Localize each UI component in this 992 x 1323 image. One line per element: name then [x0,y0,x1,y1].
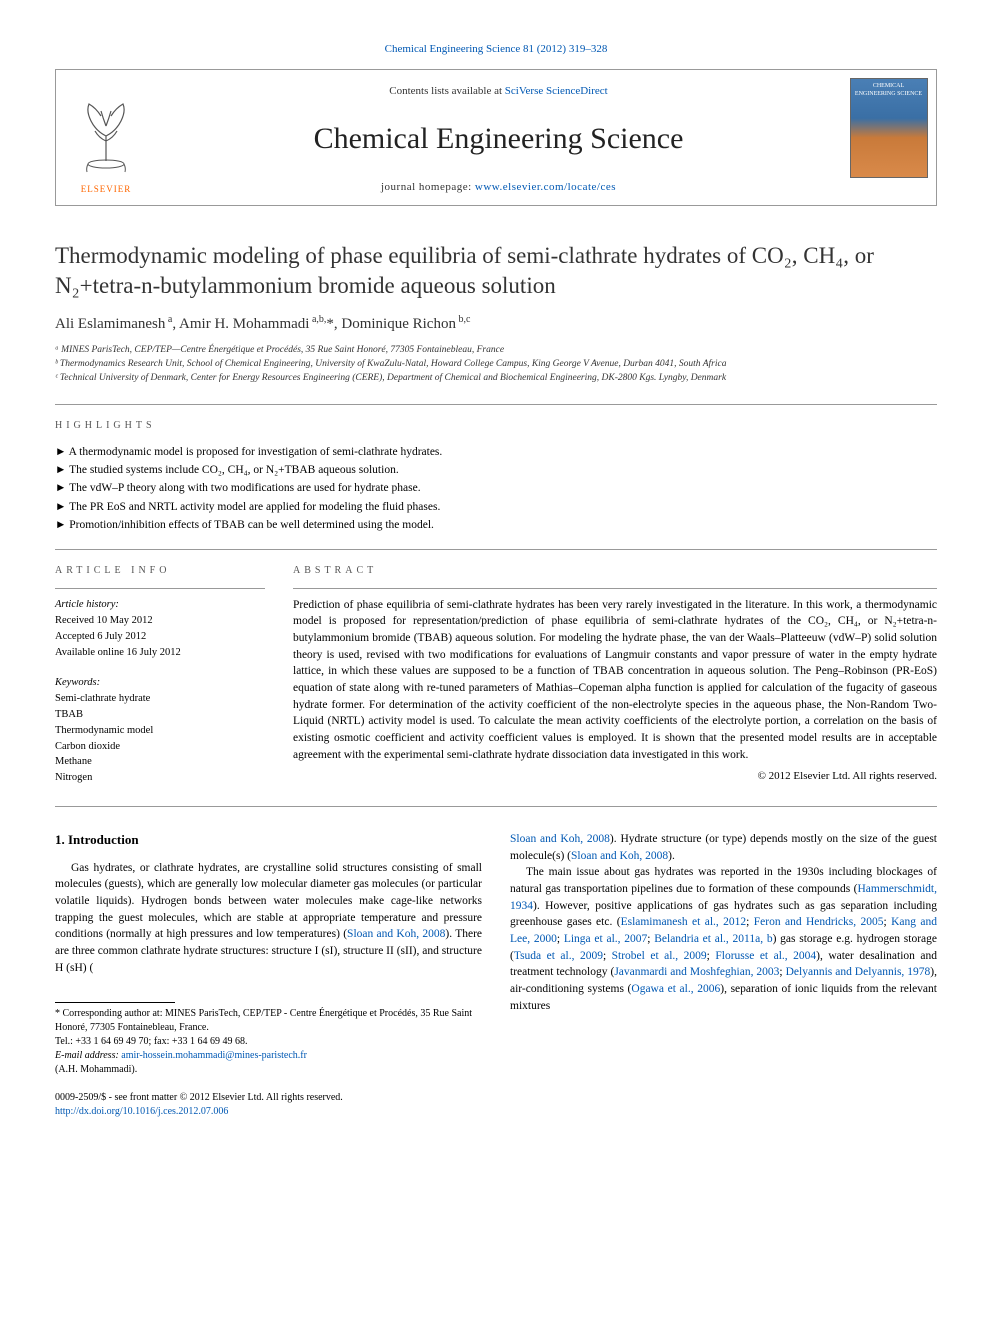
journal-name: Chemical Engineering Science [156,118,841,160]
divider [55,806,937,807]
footnotes: * Corresponding author at: MINES ParisTe… [55,1007,482,1077]
intro-para-2: The main issue about gas hydrates was re… [510,864,937,1014]
highlight-item: A thermodynamic model is proposed for in… [55,443,937,461]
keywords-label: Keywords: [55,675,265,691]
elsevier-tree-icon [71,96,141,176]
divider [55,588,265,589]
issn-line: 0009-2509/$ - see front matter © 2012 El… [55,1091,482,1105]
ref-link[interactable]: Feron and Hendricks, 2005 [754,916,884,928]
article-info-label: ARTICLE INFO [55,564,265,578]
ref-link[interactable]: Belandria et al., 2011a, b [654,933,772,945]
tel-fax: Tel.: +33 1 64 69 49 70; fax: +33 1 64 6… [55,1035,482,1049]
divider [55,404,937,405]
footnote-divider [55,1002,175,1003]
ref-link[interactable]: Florusse et al., 2004 [715,950,816,962]
top-citation-link: Chemical Engineering Science 81 (2012) 3… [55,40,937,57]
keyword: Thermodynamic model [55,723,265,739]
ref-link[interactable]: Tsuda et al., 2009 [514,950,603,962]
corresponding-author: * Corresponding author at: MINES ParisTe… [55,1007,482,1035]
affiliation-b: ᵇ Thermodynamics Research Unit, School o… [55,357,937,371]
history-label: Article history: [55,597,265,613]
history-item: Accepted 6 July 2012 [55,629,265,645]
ref-link[interactable]: Eslamimanesh et al., 2012 [621,916,747,928]
abstract-label: ABSTRACT [293,564,937,578]
divider [55,549,937,550]
cover-text: CHEMICAL ENGINEERING SCIENCE [851,79,927,101]
bottom-meta: 0009-2509/$ - see front matter © 2012 El… [55,1091,482,1119]
keyword: Semi-clathrate hydrate [55,691,265,707]
doi-link[interactable]: http://dx.doi.org/10.1016/j.ces.2012.07.… [55,1106,228,1117]
ref-link[interactable]: Sloan and Koh, 2008 [347,928,445,940]
elsevier-label: ELSEVIER [71,183,141,196]
info-abstract-row: ARTICLE INFO Article history: Received 1… [55,564,937,786]
elsevier-logo-area: ELSEVIER [56,70,156,205]
ref-link[interactable]: Sloan and Koh, 2008 [510,833,610,845]
intro-para-1-part2: Sloan and Koh, 2008). Hydrate structure … [510,831,937,864]
ref-link[interactable]: Sloan and Koh, 2008 [571,850,668,862]
intro-heading: 1. Introduction [55,831,482,850]
abstract-column: ABSTRACT Prediction of phase equilibria … [293,564,937,786]
email-line: E-mail address: amir-hossein.mohammadi@m… [55,1049,482,1063]
article-title: Thermodynamic modeling of phase equilibr… [55,241,937,301]
affiliation-a: ᵃ MINES ParisTech, CEP/TEP—Centre Énergé… [55,343,937,357]
article-info-column: ARTICLE INFO Article history: Received 1… [55,564,265,786]
highlights-list: A thermodynamic model is proposed for in… [55,443,937,535]
sciencedirect-link[interactable]: SciVerse ScienceDirect [505,85,608,97]
highlight-item: The studied systems include CO₂, CH₄, or… [55,461,937,479]
article-history: Article history: Received 10 May 2012 Ac… [55,597,265,661]
ref-link[interactable]: Strobel et al., 2009 [612,950,707,962]
email-suffix: (A.H. Mohammadi). [55,1063,482,1077]
homepage-prefix: journal homepage: [381,181,475,193]
history-item: Received 10 May 2012 [55,613,265,629]
header-center: Contents lists available at SciVerse Sci… [156,70,841,205]
ref-link[interactable]: Javanmardi and Moshfeghian, 2003 [614,966,779,978]
history-item: Available online 16 July 2012 [55,645,265,661]
highlight-item: The PR EoS and NRTL activity model are a… [55,498,937,516]
keyword: Nitrogen [55,770,265,786]
email-label: E-mail address: [55,1050,121,1061]
introduction-section: 1. Introduction Gas hydrates, or clathra… [55,831,937,1120]
homepage-line: journal homepage: www.elsevier.com/locat… [156,180,841,195]
citation-link[interactable]: Chemical Engineering Science 81 (2012) 3… [385,43,608,55]
keyword: Carbon dioxide [55,739,265,755]
authors-line: Ali Eslamimanesh a, Amir H. Mohammadi a,… [55,313,937,335]
ref-link[interactable]: Linga et al., 2007 [564,933,647,945]
homepage-link[interactable]: www.elsevier.com/locate/ces [475,181,616,193]
abstract-text: Prediction of phase equilibria of semi-c… [293,597,937,764]
journal-header: ELSEVIER Contents lists available at Sci… [55,69,937,206]
contents-line: Contents lists available at SciVerse Sci… [156,84,841,99]
keyword: Methane [55,754,265,770]
highlight-item: The vdW–P theory along with two modifica… [55,479,937,497]
ref-link[interactable]: Ogawa et al., 2006 [631,983,720,995]
ref-link[interactable]: Delyannis and Delyannis, 1978 [786,966,931,978]
intro-para-1-part1: Gas hydrates, or clathrate hydrates, are… [55,860,482,977]
keyword: TBAB [55,707,265,723]
contents-prefix: Contents lists available at [389,85,504,97]
article-page: Chemical Engineering Science 81 (2012) 3… [0,0,992,1159]
keywords-block: Keywords: Semi-clathrate hydrate TBAB Th… [55,675,265,786]
highlight-item: Promotion/inhibition effects of TBAB can… [55,516,937,534]
journal-cover-area: CHEMICAL ENGINEERING SCIENCE [841,70,936,205]
email-link[interactable]: amir-hossein.mohammadi@mines-paristech.f… [121,1050,307,1061]
highlights-label: HIGHLIGHTS [55,419,937,433]
abstract-copyright: © 2012 Elsevier Ltd. All rights reserved… [293,769,937,784]
journal-cover-icon: CHEMICAL ENGINEERING SCIENCE [850,78,928,178]
affiliations: ᵃ MINES ParisTech, CEP/TEP—Centre Énergé… [55,343,937,386]
divider [293,588,937,589]
affiliation-c: ᶜ Technical University of Denmark, Cente… [55,371,937,385]
